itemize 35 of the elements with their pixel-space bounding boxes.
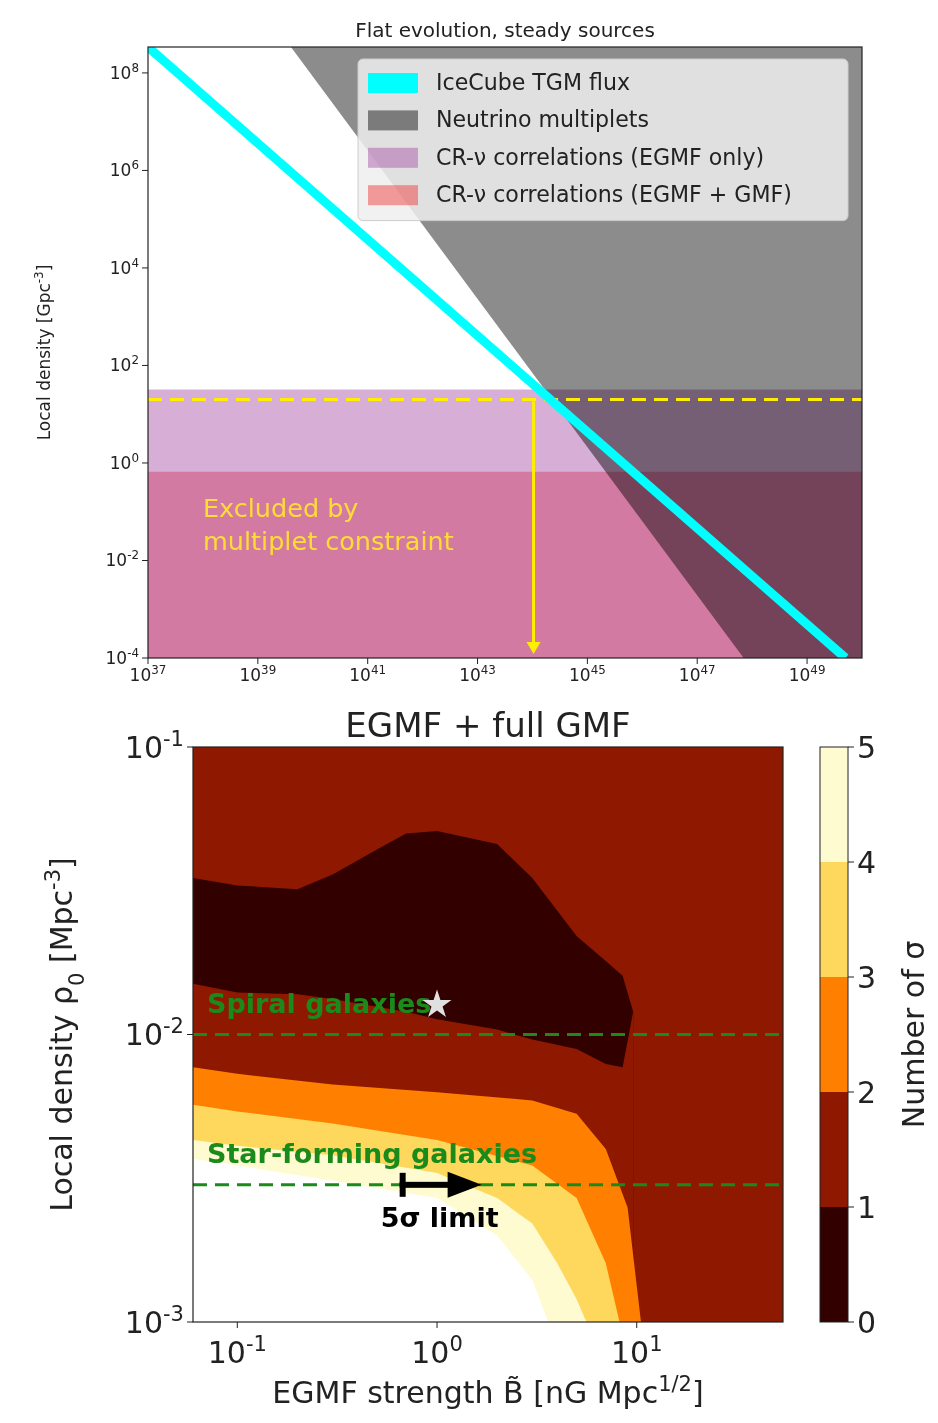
y-tick-label: 10$^{-2}$	[124, 1014, 184, 1052]
y-tick-label: 10$^{4}$	[109, 255, 139, 278]
x-axis-title: EGMF strength B̃ [nG Mpc$^{1/2}$]	[272, 1372, 704, 1410]
y-tick-label: 10$^{8}$	[109, 60, 139, 83]
legend-label: Neutrino multiplets	[436, 106, 649, 133]
y-tick-label: 10$^{2}$	[109, 353, 139, 376]
annotation: 5σ limit	[380, 1201, 499, 1233]
color-bar-label: 4	[857, 844, 877, 880]
x-tick-label: 10$^{43}$	[459, 662, 496, 685]
color-bar-label: 5	[857, 729, 877, 765]
y-tick-label: 10$^{-1}$	[124, 726, 184, 765]
x-tick-label: 10$^{41}$	[349, 662, 387, 685]
color-bar-label: 2	[857, 1074, 877, 1110]
x-tick-label: 10$^{45}$	[568, 662, 606, 685]
x-tick-label: 10$^{0}$	[411, 1331, 463, 1370]
y-tick-label: 10$^{6}$	[109, 158, 139, 181]
chart-title: Flat evolution, steady sources	[355, 18, 655, 42]
legend-label: CR-ν correlations (EGMF only)	[436, 143, 765, 170]
annotation: Excluded by multiplet constraint	[203, 493, 454, 556]
x-tick-label: 10$^{39}$	[239, 662, 277, 685]
x-tick-label: 10$^{-1}$	[207, 1331, 267, 1370]
color-bar-label: 0	[857, 1304, 877, 1340]
x-tick-label: 10$^{1}$	[610, 1331, 663, 1370]
ref-line-label: Star-forming galaxies	[207, 1137, 538, 1169]
y-tick-label: 10$^{0}$	[109, 450, 139, 473]
x-tick-label: 10$^{47}$	[678, 662, 716, 685]
color-bar-label: 1	[857, 1189, 877, 1225]
color-bar-title: Number of σ	[896, 940, 931, 1129]
legend-label: CR-ν correlations (EGMF + GMF)	[436, 181, 792, 208]
color-bar-label: 3	[857, 959, 877, 995]
legend-label: IceCube TGM flux	[436, 69, 631, 95]
y-tick-label: 10$^{-3}$	[124, 1301, 184, 1340]
x-tick-label: 10$^{49}$	[788, 662, 826, 685]
y-tick-label: 10$^{-2}$	[105, 548, 139, 571]
chart-title: EGMF + full GMF	[345, 705, 631, 745]
